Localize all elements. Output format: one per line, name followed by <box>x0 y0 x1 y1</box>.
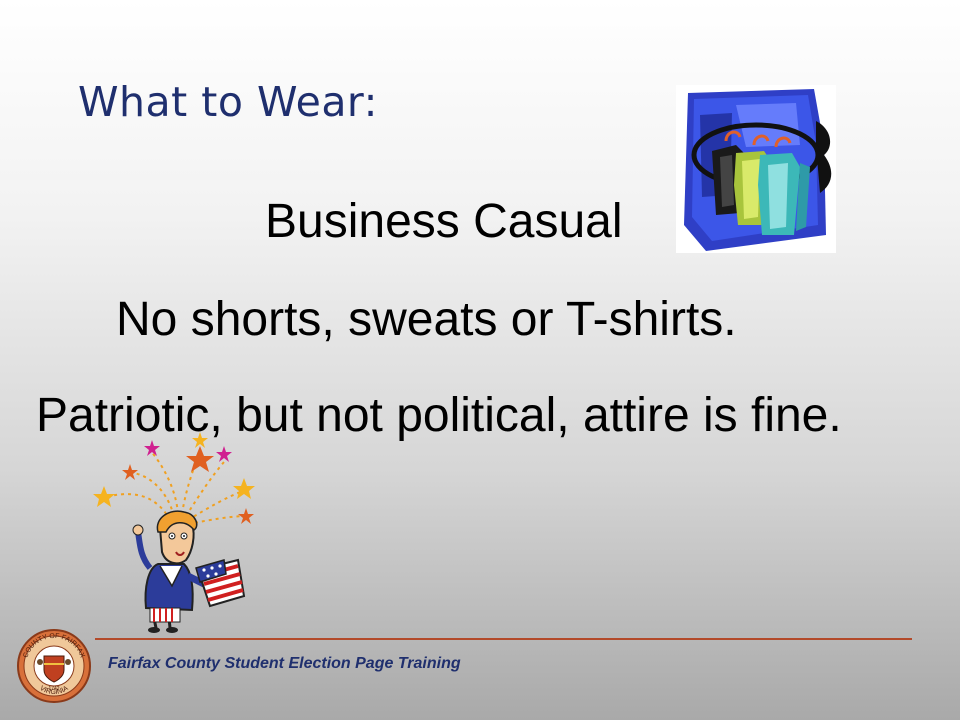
text-business-casual: Business Casual <box>265 195 623 248</box>
slide-title: What to Wear: <box>78 78 378 126</box>
footer-text: Fairfax County Student Election Page Tra… <box>108 655 461 672</box>
clothes-rack-image <box>676 85 836 253</box>
text-no-shorts: No shorts, sweats or T-shirts. <box>116 293 737 346</box>
county-seal-icon: COUNTY OF FAIRFAX VIRGINIA 1742 <box>17 629 91 703</box>
text-patriotic-attire: Patriotic, but not political, attire is … <box>36 389 842 442</box>
svg-text:VIRGINIA: VIRGINIA <box>39 685 70 696</box>
uncle-sam-fireworks-image <box>93 432 255 633</box>
seal-year: 1742 <box>48 686 59 692</box>
seal-bottom-text: VIRGINIA <box>39 685 70 696</box>
footer-divider <box>95 638 912 640</box>
